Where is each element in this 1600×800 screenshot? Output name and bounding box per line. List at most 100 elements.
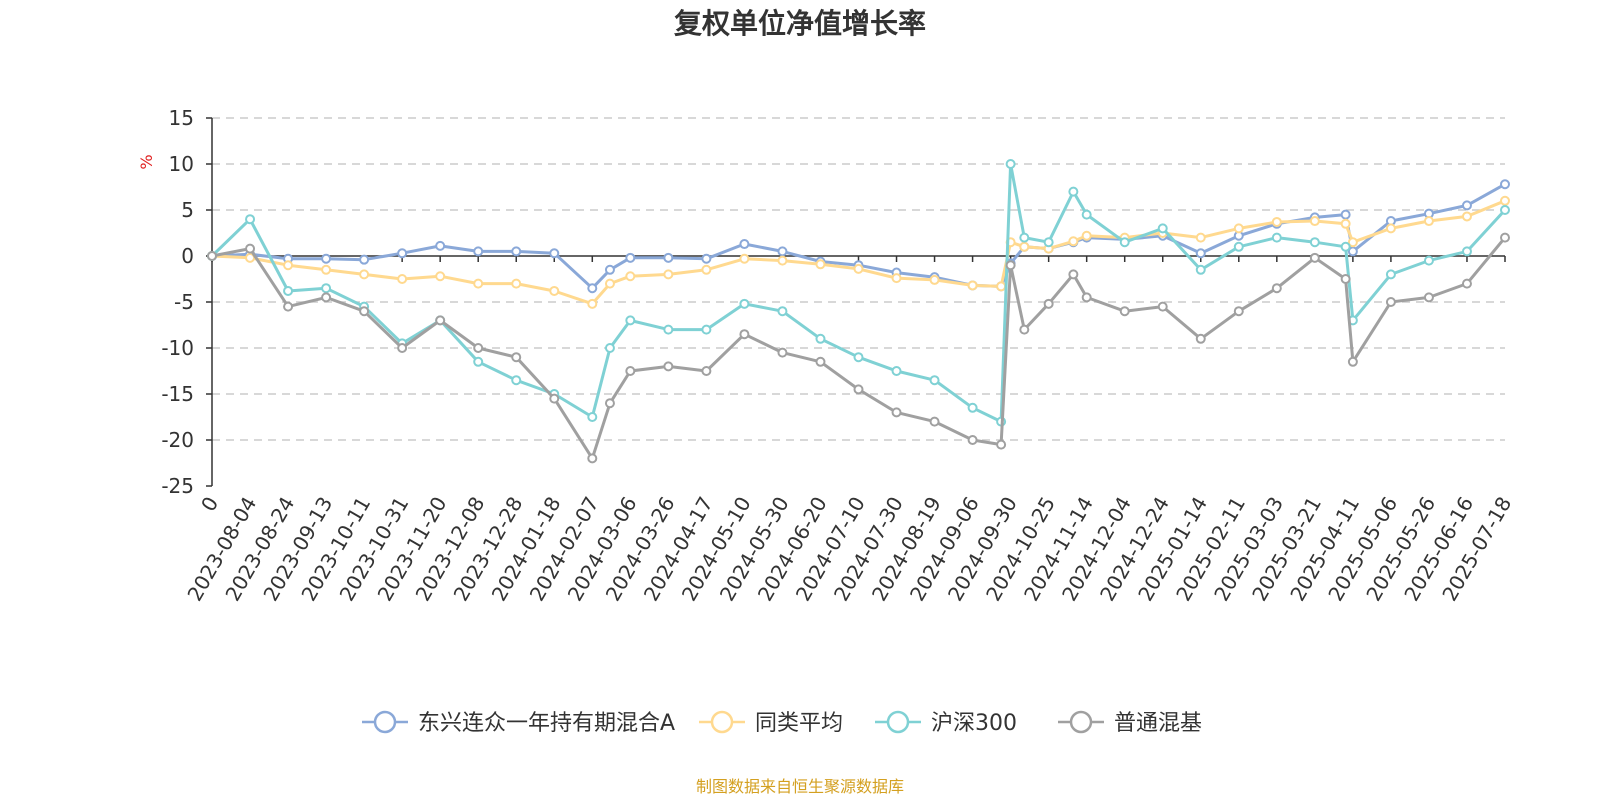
y-tick-label: -25	[161, 474, 194, 498]
chart-title: 复权单位净值增长率	[674, 7, 926, 40]
legend-swatch-marker	[710, 710, 734, 734]
legend-label: 普通混基	[1114, 711, 1202, 736]
data-point	[1119, 237, 1130, 248]
data-point	[1461, 211, 1472, 222]
data-point	[1423, 255, 1434, 266]
axes	[206, 117, 1506, 487]
data-point	[435, 315, 446, 326]
y-tick-label: -5	[174, 290, 194, 314]
data-point	[1500, 232, 1510, 243]
data-point	[1461, 246, 1472, 257]
data-point	[321, 292, 332, 303]
data-point	[1271, 216, 1282, 227]
data-point	[1195, 248, 1206, 259]
data-point	[701, 366, 712, 376]
data-point	[604, 343, 615, 353]
data-point	[1005, 159, 1016, 169]
data-point	[1347, 356, 1358, 367]
data-point	[1005, 260, 1016, 271]
data-point	[549, 285, 560, 296]
data-point	[739, 253, 750, 264]
data-point	[1461, 278, 1472, 289]
y-tick-labels: 15 10 5 0 -5 -10 -15 -20 -25	[161, 106, 194, 498]
data-point	[777, 347, 788, 358]
y-tick-label: -15	[161, 382, 194, 406]
data-point	[473, 246, 484, 257]
data-point	[1271, 232, 1282, 243]
y-axis-unit-label: %	[137, 154, 156, 169]
data-point	[321, 253, 332, 264]
legend-item[interactable]: 普通混基	[1058, 710, 1202, 736]
data-point	[604, 278, 615, 289]
legend-item[interactable]: 东兴连众一年持有期混合A	[362, 710, 675, 736]
data-point	[1019, 241, 1030, 252]
data-point	[701, 324, 712, 335]
y-tick-label: 0	[181, 244, 194, 268]
data-point	[549, 248, 560, 259]
data-point	[777, 306, 788, 317]
data-point	[663, 269, 674, 280]
data-point	[967, 435, 978, 445]
data-point	[1309, 216, 1320, 227]
data-point	[739, 298, 750, 309]
data-point	[1309, 252, 1320, 263]
data-point	[891, 273, 902, 284]
data-point	[1157, 223, 1168, 234]
data-point	[625, 252, 636, 263]
data-point	[511, 246, 522, 257]
data-point	[1500, 195, 1510, 206]
data-point	[1385, 223, 1396, 234]
data-point	[815, 333, 826, 344]
data-point	[777, 255, 788, 266]
y-tick-label: -20	[161, 428, 194, 452]
series-line	[210, 162, 1507, 424]
data-point	[739, 239, 750, 250]
legend-swatch-marker	[886, 710, 910, 734]
x-tick-labels: 02023-08-042023-08-242023-09-132023-10-1…	[182, 493, 1516, 606]
legend-item[interactable]: 同类平均	[699, 710, 843, 736]
data-point	[1385, 269, 1396, 280]
data-point	[511, 352, 522, 363]
data-point	[996, 281, 1007, 292]
data-point	[549, 393, 560, 404]
data-point	[1068, 269, 1079, 280]
data-point	[359, 306, 370, 317]
legend-label: 同类平均	[755, 711, 843, 736]
data-point	[283, 285, 294, 296]
data-point	[663, 324, 674, 335]
series-line	[211, 199, 1506, 306]
data-point	[929, 416, 940, 427]
legend-swatch-marker	[1069, 710, 1093, 734]
data-point	[1461, 200, 1472, 211]
data-point	[1157, 301, 1168, 312]
data-point	[1195, 333, 1206, 344]
data-point	[1340, 209, 1351, 220]
data-point	[701, 264, 712, 275]
data-point	[1043, 298, 1054, 309]
data-point	[587, 298, 598, 309]
data-point	[397, 343, 408, 353]
legend[interactable]: 东兴连众一年持有期混合A 同类平均 沪深300 普通混基	[362, 710, 1202, 736]
data-point	[473, 356, 484, 367]
data-point	[853, 384, 864, 395]
data-point	[435, 271, 446, 282]
legend-label: 沪深300	[931, 711, 1017, 736]
data-point	[1233, 241, 1244, 252]
data-point	[511, 278, 522, 289]
data-point	[435, 240, 446, 251]
legend-swatch-marker	[373, 710, 397, 734]
data-point	[1068, 186, 1079, 197]
data-point	[245, 252, 256, 263]
data-point	[359, 269, 370, 280]
data-point	[1195, 232, 1206, 243]
data-point	[1423, 216, 1434, 227]
data-point	[587, 453, 598, 464]
legend-label: 东兴连众一年持有期混合A	[418, 711, 675, 736]
data-point	[1309, 237, 1320, 248]
legend-item[interactable]: 沪深300	[875, 710, 1017, 736]
data-point	[1385, 297, 1396, 307]
data-point	[604, 398, 615, 409]
data-point	[625, 271, 636, 282]
data-point	[891, 407, 902, 418]
data-point	[996, 439, 1007, 450]
